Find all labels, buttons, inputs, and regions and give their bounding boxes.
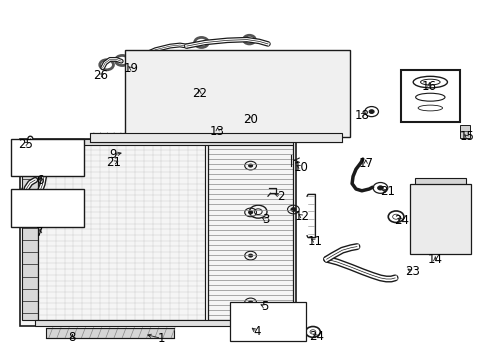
- Text: 7: 7: [36, 226, 44, 239]
- Text: 16: 16: [421, 80, 436, 93]
- Text: 13: 13: [210, 125, 224, 138]
- Bar: [256, 329, 289, 335]
- Bar: [400, 70, 459, 122]
- Text: 21: 21: [380, 185, 394, 198]
- Bar: [22, 144, 38, 320]
- Bar: [156, 84, 312, 91]
- Text: 12: 12: [294, 210, 309, 223]
- Text: 1: 1: [157, 332, 165, 345]
- Text: 19: 19: [123, 62, 138, 75]
- Circle shape: [368, 110, 373, 113]
- Bar: [11, 189, 84, 227]
- Text: 24: 24: [394, 214, 408, 227]
- Text: 20: 20: [243, 113, 257, 126]
- Circle shape: [247, 323, 251, 326]
- Bar: [207, 144, 293, 320]
- Bar: [459, 125, 469, 138]
- Text: 11: 11: [307, 235, 322, 248]
- Circle shape: [248, 164, 252, 167]
- Bar: [35, 320, 293, 326]
- Text: 5: 5: [261, 300, 268, 313]
- Circle shape: [248, 254, 252, 257]
- Text: 4: 4: [252, 325, 260, 338]
- Bar: [11, 139, 84, 176]
- Text: 17: 17: [358, 157, 372, 170]
- Circle shape: [248, 301, 252, 304]
- Circle shape: [290, 208, 295, 211]
- Bar: [414, 178, 465, 187]
- Text: 22: 22: [192, 87, 206, 100]
- Circle shape: [30, 219, 33, 221]
- Circle shape: [248, 211, 252, 214]
- Bar: [20, 139, 295, 326]
- Text: 3: 3: [261, 213, 269, 226]
- Bar: [38, 144, 205, 320]
- Text: 21: 21: [106, 156, 121, 169]
- Bar: [90, 133, 342, 142]
- Text: 25: 25: [18, 138, 33, 150]
- Circle shape: [29, 161, 34, 165]
- Circle shape: [377, 186, 383, 190]
- Text: 18: 18: [354, 109, 368, 122]
- Bar: [229, 302, 305, 341]
- Bar: [409, 184, 470, 254]
- Text: 2: 2: [277, 190, 285, 203]
- Text: 9: 9: [109, 148, 117, 161]
- Circle shape: [29, 211, 34, 215]
- Text: 10: 10: [293, 161, 307, 174]
- Bar: [124, 50, 349, 137]
- Text: 24: 24: [309, 330, 324, 343]
- Bar: [35, 139, 293, 145]
- Bar: [46, 328, 173, 338]
- Text: 6: 6: [36, 174, 44, 186]
- Text: 15: 15: [459, 130, 473, 143]
- Text: 26: 26: [93, 69, 107, 82]
- Circle shape: [122, 137, 127, 141]
- Text: 8: 8: [68, 331, 76, 344]
- Text: 23: 23: [404, 265, 419, 278]
- Text: 14: 14: [427, 253, 442, 266]
